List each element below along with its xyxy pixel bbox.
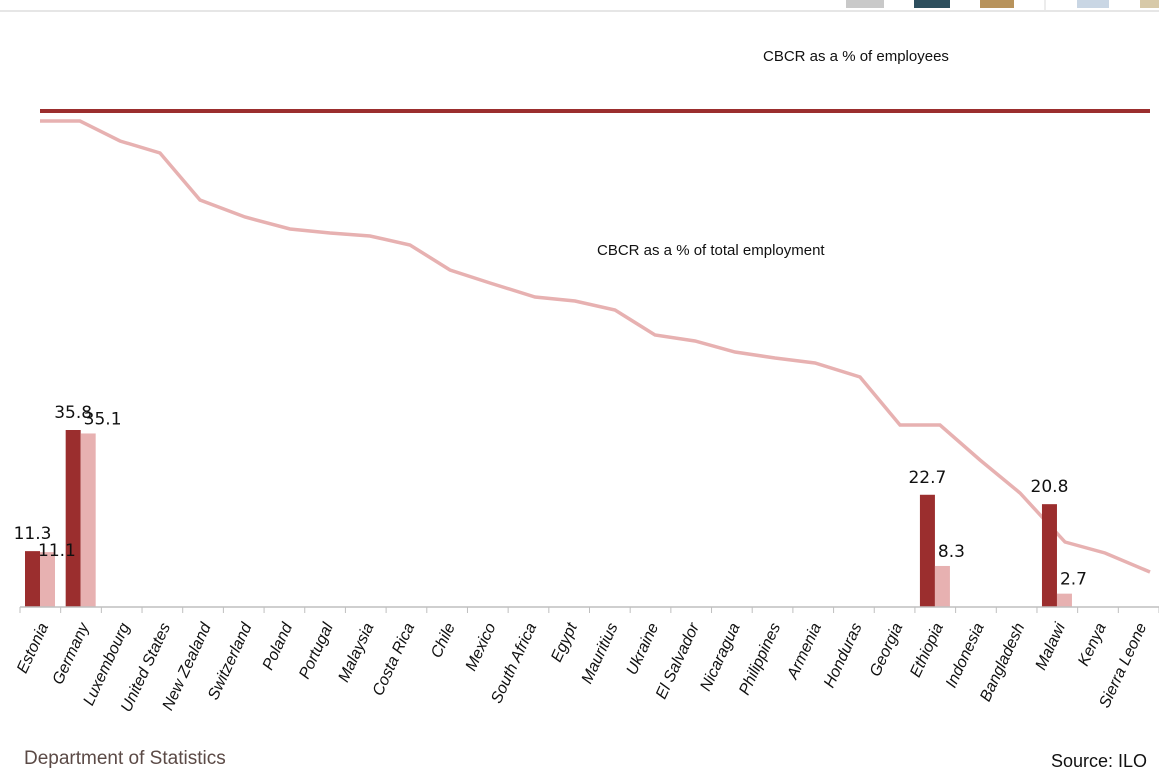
employees-bar	[919, 494, 935, 607]
header-thumbnail-4	[1077, 0, 1109, 8]
total-employment-bar	[1056, 593, 1072, 607]
header-thumbnail-5	[1140, 0, 1159, 8]
employees-bar	[1041, 504, 1057, 607]
source-label: Source: ILO	[1050, 751, 1147, 771]
category-label: Malaysia	[335, 620, 377, 684]
category-label: Egypt	[548, 620, 581, 665]
top-border	[0, 10, 1159, 12]
category-label: Costa Rica	[370, 620, 419, 698]
total-employment-bar	[80, 433, 96, 607]
header-thumbnail-1	[846, 0, 884, 8]
category-label: Chile	[428, 620, 459, 660]
total-employment-value-label: 2.7	[1060, 570, 1087, 590]
employees-annotation-label: CBCR as a % of employees	[763, 48, 949, 65]
category-label: Georgia	[867, 620, 907, 679]
category-label: Estonia	[14, 620, 52, 676]
category-label: Portugal	[296, 620, 337, 682]
category-label: Poland	[260, 620, 297, 673]
total-employment-bar	[40, 552, 55, 607]
slide-top-frame	[0, 0, 1159, 10]
total-employment-value-label: 8.3	[938, 542, 965, 562]
department-label: Department of Statistics	[24, 748, 226, 769]
total-employment-value-label: 35.1	[84, 409, 122, 429]
category-label: Philippines	[736, 621, 784, 698]
header-thumbnail-2	[914, 0, 950, 8]
category-label: Armenia	[784, 620, 825, 682]
total-employment-value-label: 11.1	[38, 541, 76, 561]
employees-value-label: 35.8	[54, 403, 92, 423]
category-label: Honduras	[821, 621, 866, 691]
category-label: El Salvador	[653, 620, 703, 702]
employees-value-label: 11.3	[14, 524, 52, 544]
category-label: Mauritius	[579, 621, 622, 687]
category-label: Malawi	[1033, 620, 1070, 673]
bars-group	[25, 430, 1072, 607]
category-label: Nicaragua	[697, 620, 743, 693]
employees-value-label: 20.8	[1031, 477, 1069, 497]
total-employment-annotation-line	[40, 119, 1151, 574]
x-axis	[19, 606, 1159, 613]
category-label: Ukraine	[624, 620, 663, 677]
annotation-lines	[40, 109, 1151, 574]
category-label: Indonesia	[943, 620, 988, 690]
total-employment-bar	[934, 565, 950, 607]
category-label: Germany	[50, 620, 94, 688]
employees-bar	[65, 430, 81, 607]
employees-bar	[25, 551, 40, 607]
employees-value-label: 22.7	[908, 468, 946, 488]
category-label: Kenya	[1075, 620, 1110, 668]
value-labels: 11.311.1 35.835.1 22.7 8.3 20.8 2.7	[14, 403, 1087, 590]
annotation-text-group: CBCR as a % of employees CBCR as a % of t…	[597, 48, 949, 259]
total-employment-annotation-label: CBCR as a % of total employment	[597, 242, 825, 259]
header-thumbnail-3	[980, 0, 1014, 8]
category-label: Mexico	[463, 620, 500, 673]
category-label: Ethiopia	[907, 620, 947, 680]
